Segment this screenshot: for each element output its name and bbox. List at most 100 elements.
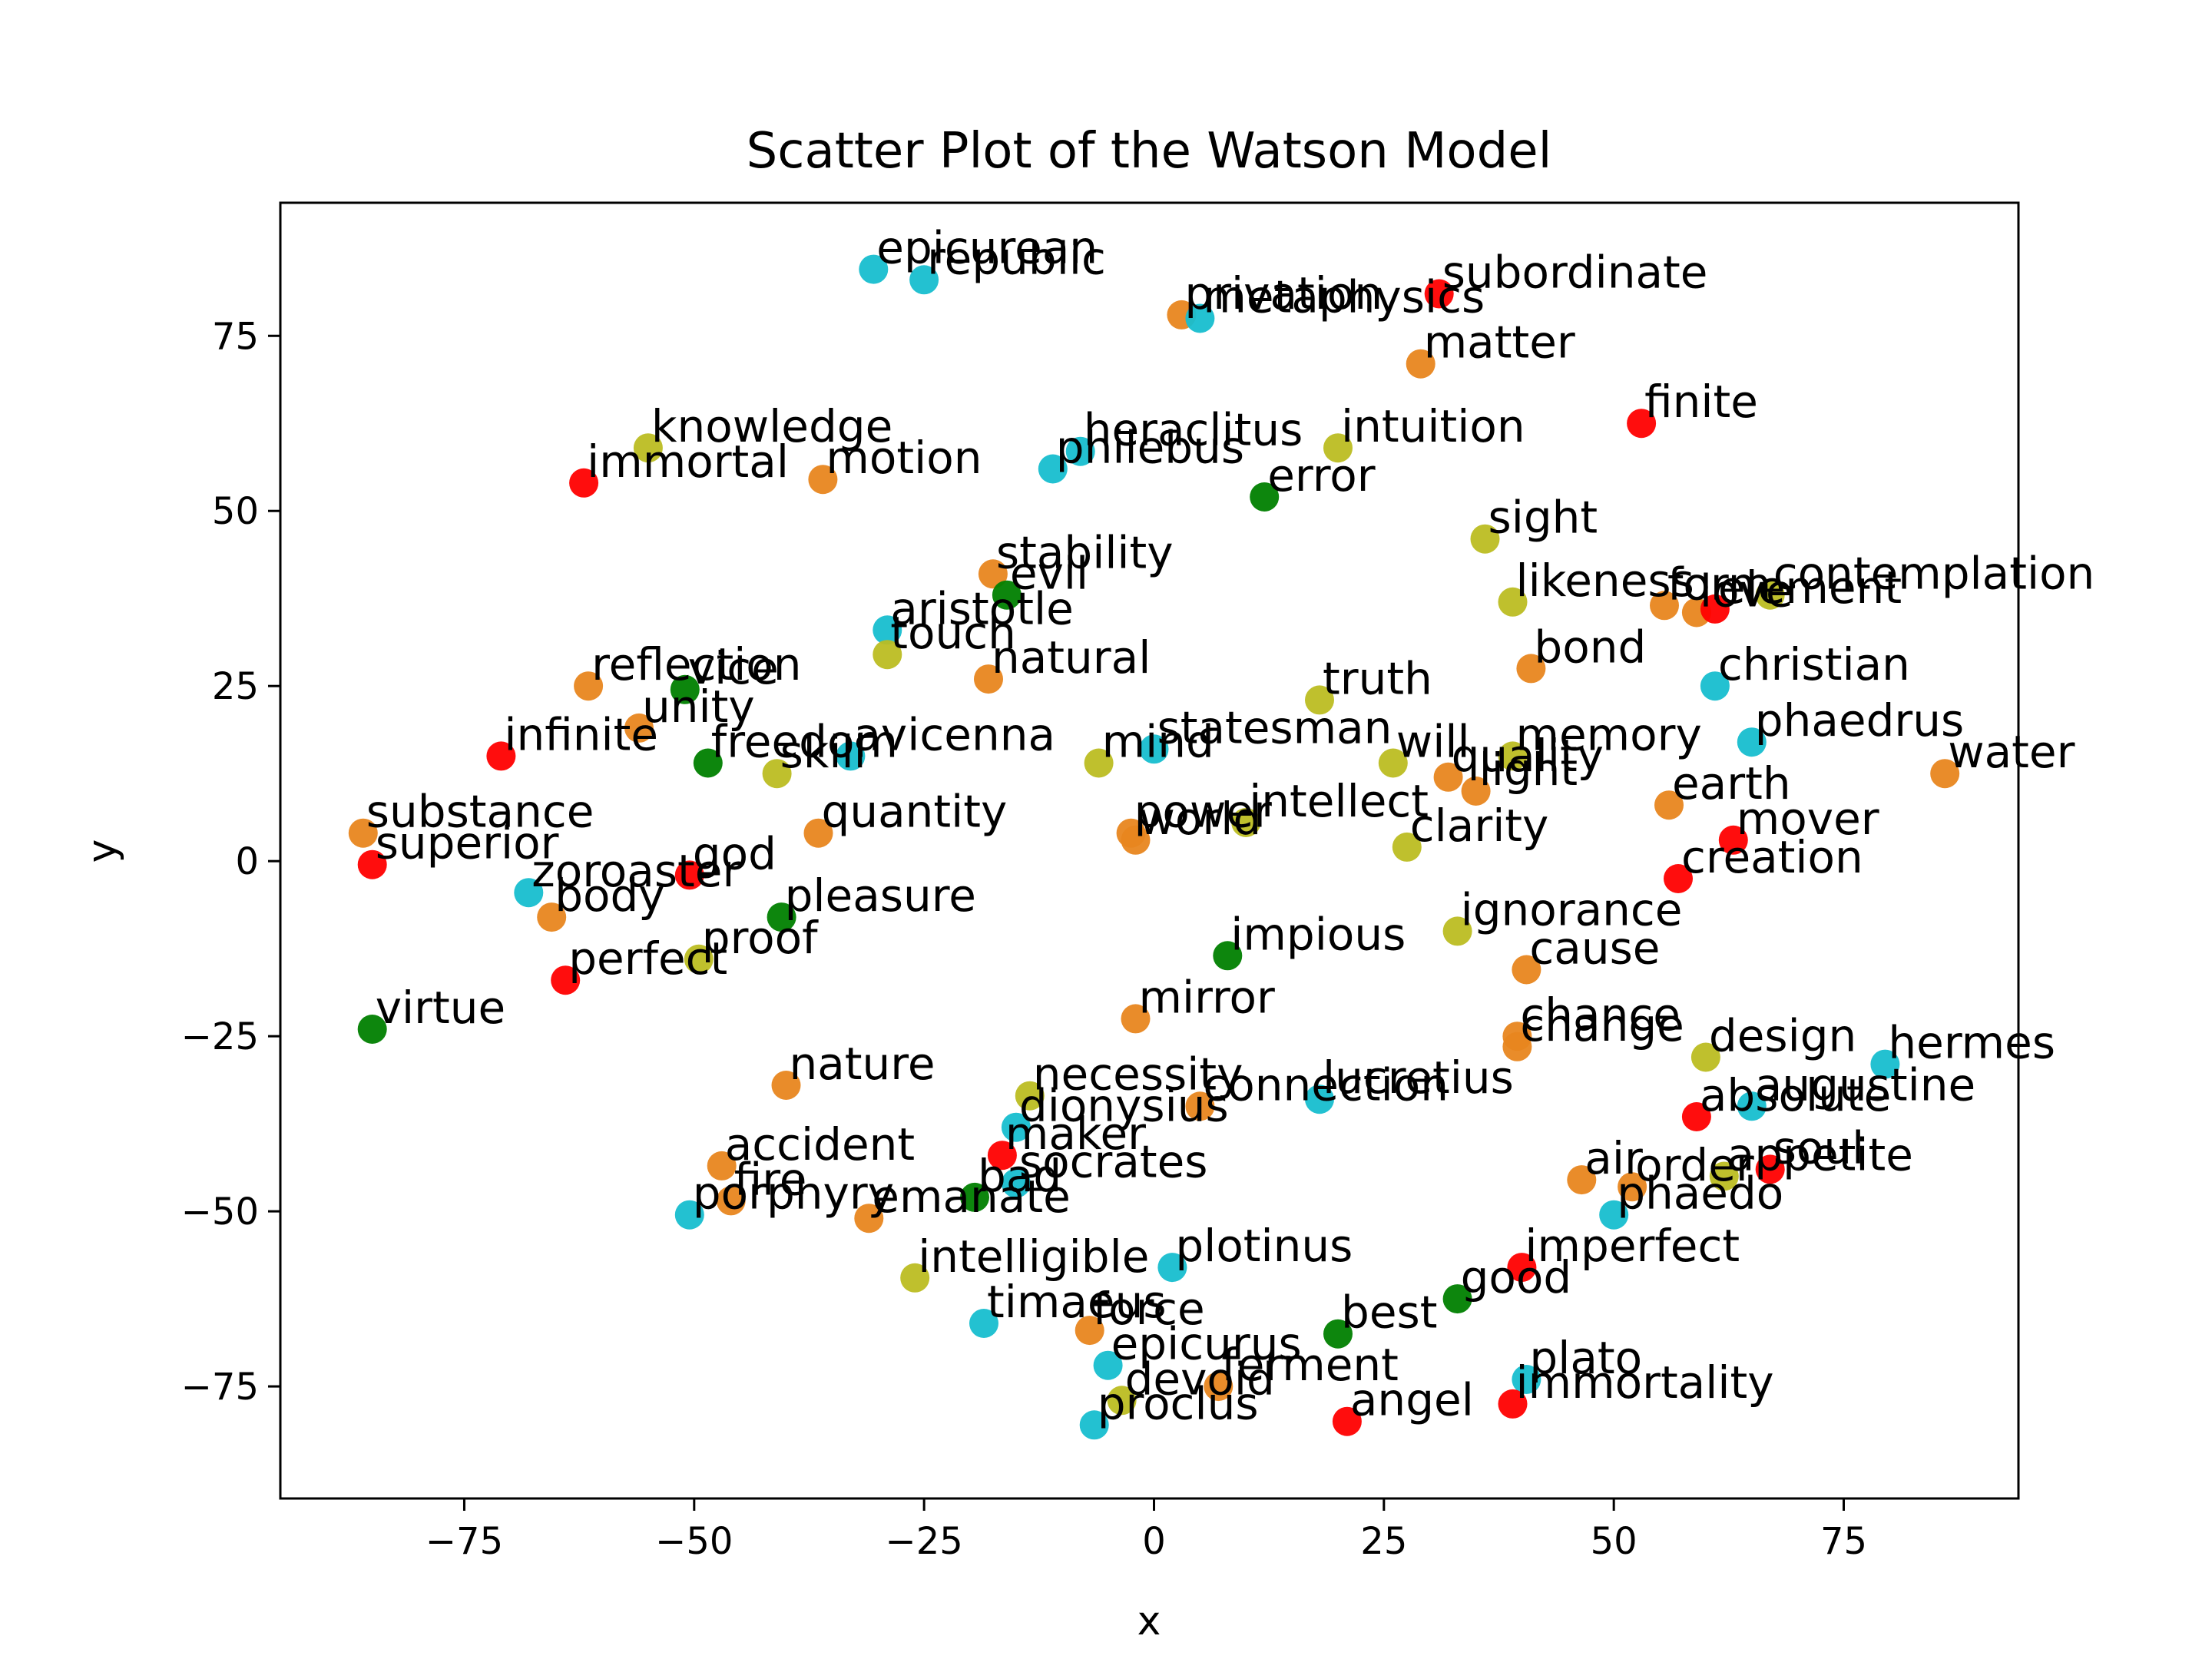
point-label: dionysius [1019, 1080, 1229, 1132]
point-label: air [1584, 1132, 1643, 1184]
point-label: light [1479, 743, 1578, 796]
point-label: bond [1534, 621, 1646, 673]
point-label: memory [1516, 708, 1702, 760]
data-point [803, 818, 833, 848]
x-tick-label: 0 [1142, 1520, 1166, 1563]
point-label: epicurus [1111, 1318, 1302, 1370]
data-point [1681, 1102, 1711, 1131]
data-point [1392, 832, 1422, 862]
point-label: force [1093, 1283, 1205, 1335]
chart-title: Scatter Plot of the Watson Model [747, 123, 1552, 180]
data-point [873, 640, 902, 670]
point-label: god [693, 827, 777, 879]
point-label: infinite [504, 708, 658, 760]
point-label: appetite [1727, 1129, 1913, 1181]
data-point [514, 878, 544, 908]
data-point [1185, 1091, 1215, 1121]
point-label: necessity [1033, 1048, 1243, 1101]
data-point [1121, 1004, 1151, 1034]
y-tick-label: −25 [181, 1015, 259, 1058]
point-label: creation [1681, 831, 1863, 883]
data-point [1079, 1410, 1109, 1440]
data-point [537, 902, 567, 932]
data-point [486, 741, 516, 771]
point-label: quality [1452, 730, 1604, 782]
point-label: intellect [1249, 775, 1429, 827]
point-label: vice [688, 642, 779, 694]
point-label: virtue [376, 982, 505, 1034]
point-label: socrates [1019, 1136, 1208, 1188]
data-point [1498, 587, 1528, 617]
point-label: knowledge [651, 400, 892, 452]
point-label: statesman [1157, 701, 1392, 753]
point-label: contemplation [1773, 548, 2095, 600]
point-label: zoroaster [531, 845, 740, 897]
point-label: world [1139, 793, 1262, 845]
y-axis-label: y [79, 839, 125, 863]
data-point [1093, 1350, 1123, 1380]
point-label: absolute [1700, 1069, 1891, 1121]
point-label: freedom [711, 716, 898, 768]
data-point [1185, 303, 1215, 333]
point-label: motion [826, 432, 982, 484]
point-label: ignorance [1461, 883, 1683, 935]
data-point [1250, 482, 1280, 512]
point-label: heraclitus [1084, 404, 1303, 456]
point-label: plato [1529, 1332, 1642, 1384]
point-label: subordinate [1442, 247, 1708, 299]
point-label: ferment [1221, 1339, 1399, 1391]
data-point [1718, 825, 1748, 855]
point-label: maker [1005, 1108, 1146, 1160]
data-point [357, 1015, 387, 1044]
data-point [1378, 748, 1408, 778]
data-point [859, 254, 889, 284]
point-label: augustine [1755, 1058, 1975, 1111]
data-point [1498, 1389, 1528, 1419]
data-point [974, 664, 1003, 694]
data-point [1038, 454, 1068, 484]
data-point [1700, 594, 1730, 624]
point-label: phaedrus [1755, 694, 1964, 747]
data-point [1065, 436, 1095, 466]
data-point [1323, 1319, 1353, 1349]
point-label: aristotle [890, 582, 1074, 634]
data-point [1690, 1042, 1720, 1072]
y-tick-label: 25 [212, 665, 259, 708]
point-label: reflection [591, 638, 801, 690]
point-label: immortality [1516, 1356, 1774, 1409]
point-label: design [1709, 1010, 1856, 1062]
data-point [1654, 790, 1684, 820]
point-label: fire [734, 1153, 807, 1205]
point-label: connection [1203, 1058, 1449, 1111]
point-label: best [1341, 1286, 1437, 1339]
point-label: phaedo [1617, 1167, 1783, 1220]
point-label: intuition [1341, 400, 1525, 452]
point-label: change [1520, 999, 1684, 1051]
x-axis: −75 −50 −25 0 25 50 75 [426, 1498, 1867, 1563]
point-label: hermes [1888, 1017, 2055, 1069]
data-point [771, 1071, 801, 1100]
y-tick-label: −50 [181, 1190, 259, 1233]
point-label: bad [978, 1150, 1061, 1202]
data-point [1084, 748, 1114, 778]
data-point [670, 674, 700, 704]
point-label: metaphysics [1203, 271, 1485, 323]
y-tick-label: 75 [212, 315, 259, 358]
point-label: mover [1737, 793, 1879, 845]
data-point [1001, 1168, 1031, 1198]
data-point [624, 713, 654, 743]
data-point [1755, 1154, 1785, 1184]
point-label: form [1667, 558, 1771, 610]
data-point [1323, 433, 1353, 463]
data-point [1650, 591, 1679, 621]
data-point [978, 559, 1008, 589]
data-point [1075, 1316, 1104, 1346]
labels-layer: epicureanrepublicprivationmetaphysicssub… [366, 222, 2095, 1430]
y-tick-label: 0 [235, 840, 259, 883]
x-axis-label: x [1137, 1598, 1161, 1644]
data-point [1231, 808, 1261, 837]
data-point [808, 465, 838, 495]
point-label: accident [725, 1118, 915, 1171]
point-label: good [1461, 1251, 1572, 1303]
